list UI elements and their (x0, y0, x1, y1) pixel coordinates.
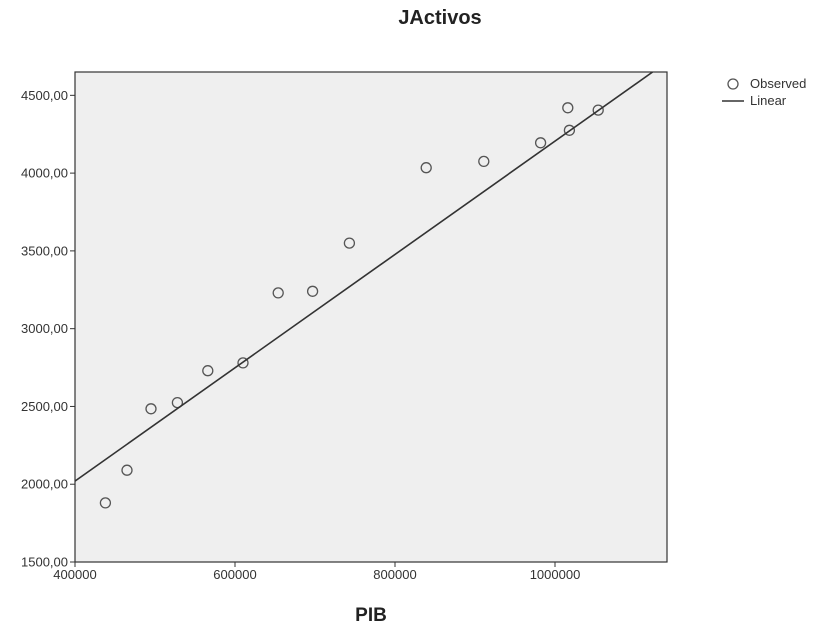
y-tick-label: 1500,00 (21, 555, 68, 570)
data-point-observed (562, 102, 574, 114)
chart-title: JActivos (398, 7, 481, 29)
x-axis: 400000 600000 800000 1000000 (53, 562, 580, 582)
data-point-observed (592, 104, 604, 116)
x-axis-label: PIB (355, 605, 387, 626)
data-point-observed (306, 285, 319, 297)
y-tick-label: 3500,00 (21, 243, 68, 258)
legend-label-observed: Observed (750, 76, 806, 91)
y-tick-label: 2500,00 (21, 399, 68, 414)
plot-area (75, 72, 667, 562)
y-tick-label: 2000,00 (21, 477, 68, 492)
fit-line-linear (75, 72, 654, 482)
plot-frame (74, 71, 668, 563)
y-tick-label: 4000,00 (21, 166, 68, 181)
data-point-observed (202, 365, 214, 377)
y-axis: 1500,00 2000,00 2500,00 3000,00 3500,00 4000,… (21, 88, 75, 570)
y-tick-label: 3000,00 (21, 321, 68, 336)
chart-marks (75, 72, 654, 509)
data-point-observed (563, 124, 576, 136)
legend: Observed Linear (722, 76, 806, 108)
x-tick-label: 400000 (53, 567, 96, 582)
data-point-observed (145, 403, 157, 415)
data-point-observed (272, 287, 284, 299)
data-point-observed (237, 357, 249, 369)
data-point-observed (478, 155, 490, 168)
x-tick-label: 600000 (213, 567, 256, 582)
x-tick-label: 800000 (373, 567, 416, 582)
legend-label-linear: Linear (750, 93, 787, 108)
legend-marker-observed (727, 78, 739, 90)
data-point-observed (343, 237, 356, 249)
data-point-observed (420, 162, 432, 174)
data-point-observed (121, 464, 133, 476)
x-tick-label: 1000000 (530, 567, 581, 582)
data-point-observed (99, 497, 112, 509)
y-tick-label: 4500,00 (21, 88, 68, 103)
data-point-observed (534, 137, 547, 149)
